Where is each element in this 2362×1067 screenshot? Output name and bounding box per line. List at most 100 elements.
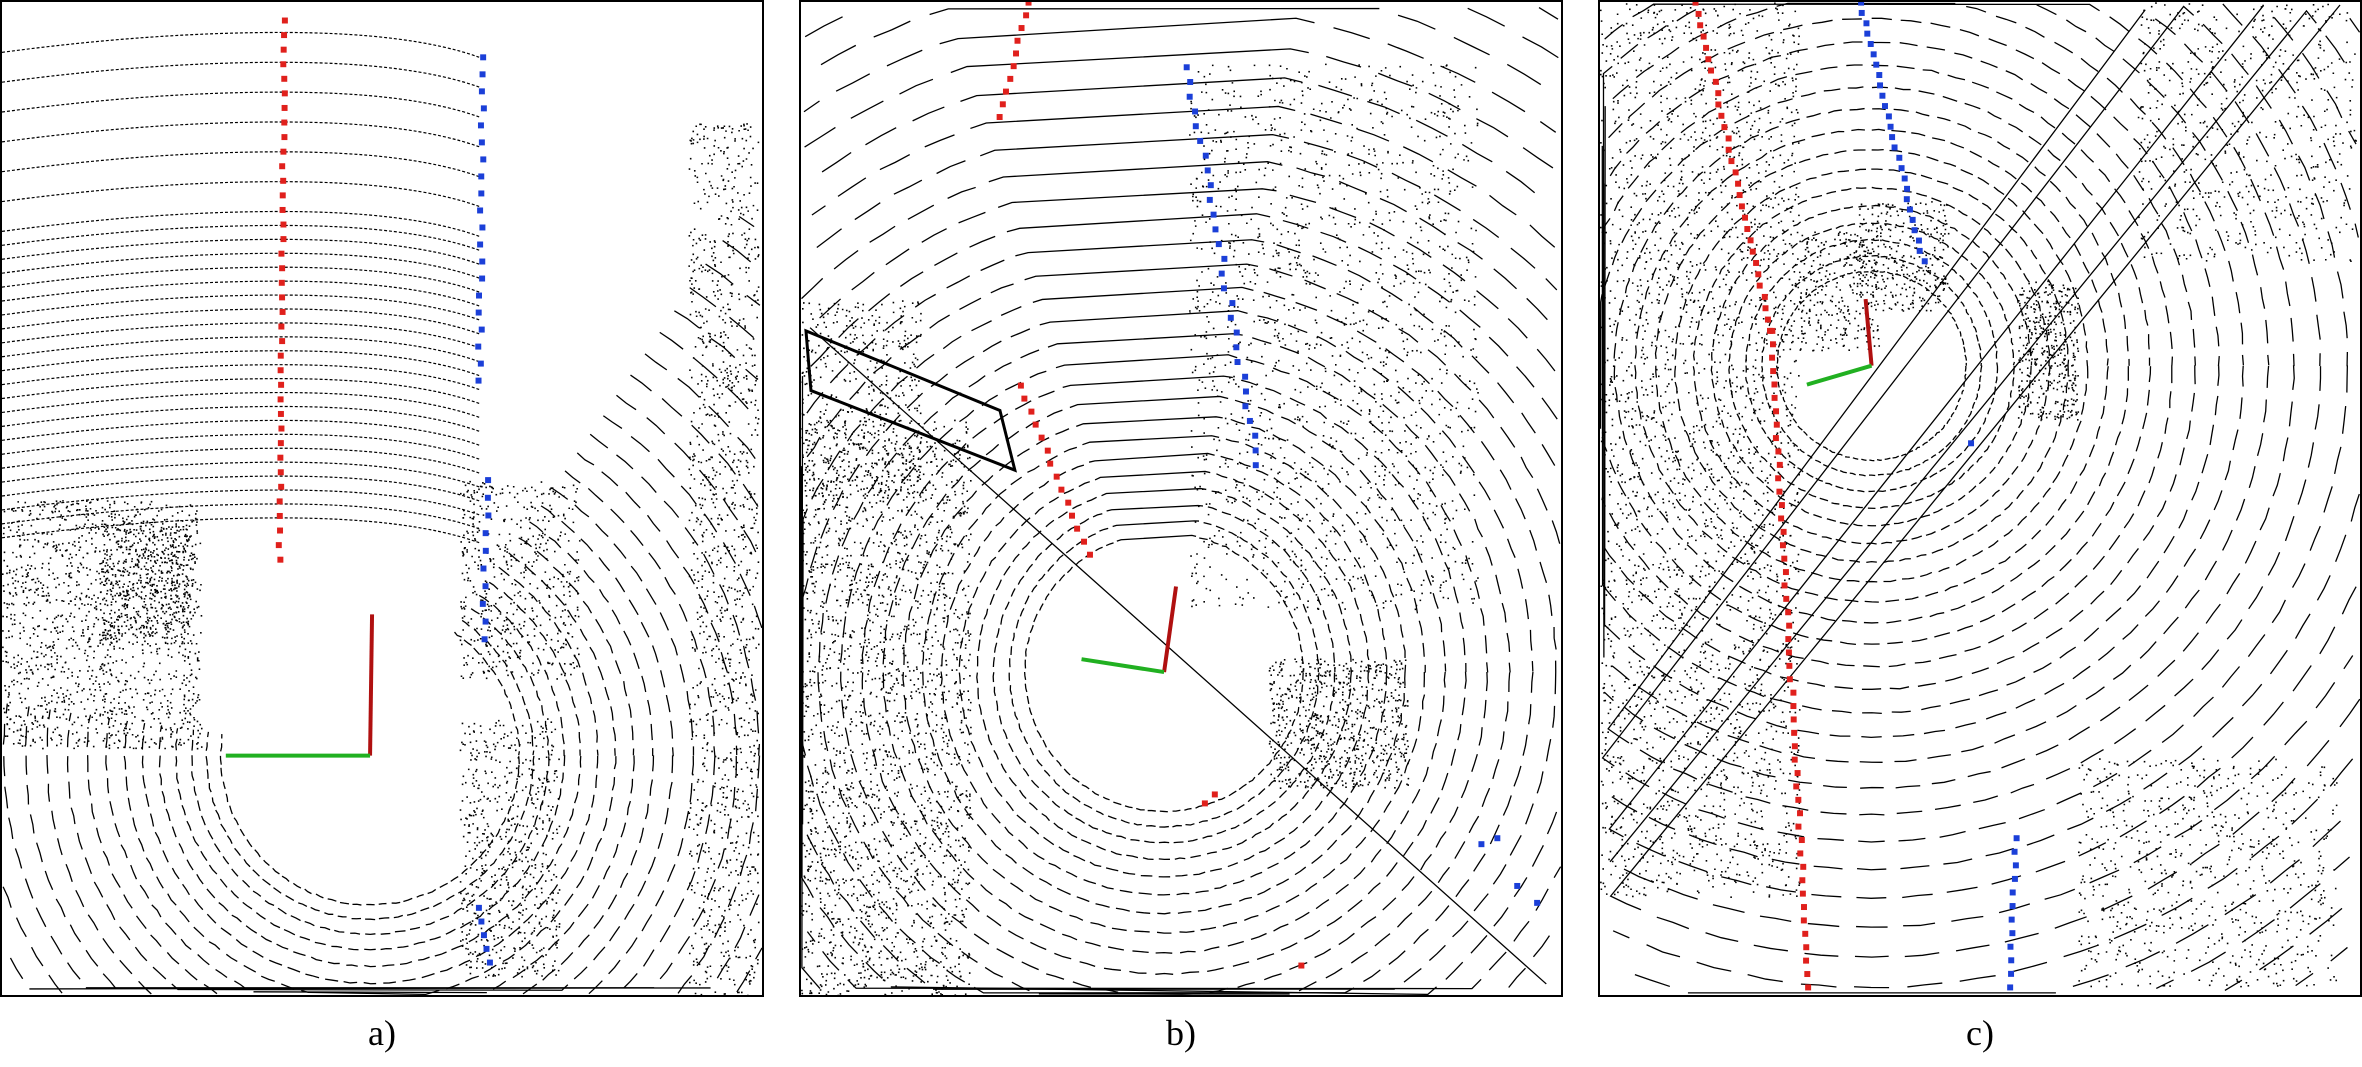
boundary-marker (2011, 848, 2018, 855)
scan-ring (1609, 9, 2354, 928)
boundary-marker (1715, 101, 1722, 108)
boundary-marker (1749, 248, 1756, 255)
boundary-marker (1803, 944, 1810, 951)
boundary-marker (1053, 473, 1060, 480)
scan-ring (1745, 238, 1999, 493)
boundary-marker (280, 61, 287, 68)
lidar-view-a (0, 0, 764, 997)
boundary-marker (478, 326, 485, 333)
boundary-marker (483, 945, 490, 952)
boundary-marker (278, 483, 285, 490)
scan-ring (86, 521, 655, 995)
scan-line (2, 489, 480, 516)
left-boundary-markers-a (275, 17, 288, 563)
boundary-marker (1233, 329, 1240, 336)
boundary-marker (996, 114, 1003, 120)
boundary-marker (1028, 408, 1035, 415)
scan-ring (902, 416, 1426, 934)
boundary-marker (1242, 403, 1249, 410)
caption-c: c) (1966, 1013, 1994, 1053)
scan-ring (2, 452, 738, 989)
boundary-marker (1903, 196, 1910, 203)
boundary-marker (1773, 408, 1780, 415)
boundary-marker (278, 381, 285, 388)
boundary-marker (1735, 180, 1742, 187)
boundary-marker (1038, 434, 1045, 441)
scan-ring (1761, 255, 1983, 477)
boundary-marker (1916, 247, 1923, 254)
boundary-marker (1514, 882, 1521, 889)
boundary-marker (478, 918, 485, 925)
boundary-marker (478, 88, 485, 95)
scan-ring (2224, 907, 2343, 991)
scan-ring (839, 354, 1489, 995)
boundary-marker (1870, 51, 1877, 58)
boundary-marker (1074, 525, 1081, 532)
boundary-marker (1534, 899, 1541, 906)
boundary-marker (1069, 512, 1075, 519)
boundary-marker (1220, 285, 1227, 292)
boundary-marker (2007, 984, 2014, 991)
lidar-view-c (1598, 0, 2362, 997)
boundary-marker (1744, 226, 1751, 232)
caption-b: b) (1166, 1013, 1196, 1053)
boundary-marker (1233, 344, 1240, 351)
scan-ring (817, 333, 1511, 995)
boundary-marker (1732, 169, 1739, 176)
scan-ring (2295, 946, 2348, 987)
right-boundary-markers-b (1183, 64, 1541, 906)
scan-ring (921, 435, 1407, 915)
boundary-marker (1725, 146, 1732, 153)
scan-line (2, 31, 480, 58)
boundary-marker (479, 71, 486, 78)
scan-line (2, 294, 480, 321)
boundary-marker (1215, 241, 1222, 248)
boundary-marker (1186, 93, 1193, 100)
boundary-marker (279, 265, 286, 272)
scan-ring (809, 188, 1556, 985)
point-cloud-a (2, 17, 762, 995)
boundary-marker (1898, 165, 1905, 172)
boundary-marker (2009, 930, 2016, 937)
boundary-marker (1736, 192, 1743, 199)
boundary-marker (479, 224, 486, 231)
scan-ring (46, 487, 695, 995)
boundary-marker (1721, 124, 1728, 131)
boundary-marker (277, 352, 284, 359)
vegetation-cluster (1268, 658, 1410, 789)
boundary-marker (1793, 783, 1800, 790)
boundary-marker (1025, 2, 1032, 6)
boundary-marker (1858, 9, 1865, 16)
scan-line (2, 447, 480, 474)
boundary-marker (1786, 622, 1793, 629)
boundary-marker (1212, 226, 1219, 233)
boundary-marker (1044, 447, 1051, 454)
scan-ring (1728, 222, 2016, 509)
point-cloud-c (1600, 2, 2360, 995)
boundary-marker (1778, 515, 1785, 522)
boundary-marker (1786, 662, 1793, 669)
boundary-marker (1858, 2, 1865, 6)
boundary-marker (480, 156, 487, 163)
scan-ring (722, 240, 752, 263)
boundary-marker (1204, 167, 1211, 174)
boundary-marker (1909, 216, 1916, 223)
scan-ring (801, 162, 1557, 332)
building-outline (804, 328, 1018, 473)
scan-ring (1611, 3, 2360, 871)
boundary-marker (477, 360, 484, 367)
boundary-marker (2009, 903, 2016, 910)
scan-ring (801, 286, 1557, 990)
boundary-marker (1785, 636, 1792, 643)
boundary-marker (1021, 395, 1028, 402)
boundary-marker (2008, 970, 2015, 977)
scan-ring (1612, 758, 2354, 989)
scan-line (2, 419, 480, 446)
boundary-marker (1783, 595, 1790, 602)
vehicle-axes-a (225, 614, 375, 758)
boundary-marker (2009, 889, 2016, 896)
scan-line (2, 91, 480, 118)
scan-ring (630, 374, 759, 507)
vehicle-axes-c (1806, 298, 1874, 387)
boundary-marker (1804, 971, 1811, 978)
